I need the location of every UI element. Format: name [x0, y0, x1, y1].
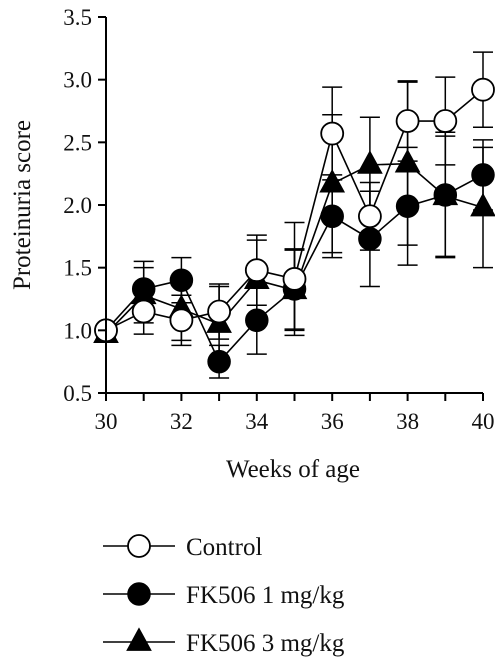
data-point: [433, 109, 458, 133]
legend: Control FK506 1 mg/kg FK506 3 mg/kg: [103, 534, 345, 657]
data-point: [245, 308, 269, 333]
data-point: [282, 267, 307, 291]
legend-item: Control: [103, 534, 262, 561]
x-tick-label: 40: [472, 409, 495, 434]
data-point: [207, 349, 231, 374]
data-point: [244, 258, 269, 283]
data-point: [320, 121, 345, 146]
y-tick-label: 0.5: [63, 381, 92, 406]
data-point: [169, 268, 194, 292]
data-point: [395, 109, 420, 133]
data-point: [169, 308, 194, 333]
data-point: [320, 204, 344, 229]
x-tick-label: 34: [245, 409, 269, 434]
data-point: [395, 194, 420, 219]
plot-area: [93, 51, 495, 379]
data-point: [471, 77, 495, 102]
x-tick-label: 32: [170, 409, 193, 434]
x-tick-label: 36: [321, 409, 344, 434]
data-point: [357, 150, 383, 174]
x-tick-label: 38: [396, 409, 419, 434]
x-tick-label: 30: [95, 409, 118, 434]
y-tick-label: 2.0: [63, 193, 92, 218]
legend-item: FK506 1 mg/kg: [103, 582, 345, 609]
legend-marker: [127, 534, 151, 558]
y-axis-title: Proteinuria score: [9, 120, 36, 290]
legend-marker: [126, 627, 152, 651]
y-tick-label: 3.5: [63, 5, 92, 30]
y-tick-label: 1.0: [63, 318, 92, 343]
y-tick-label: 3.0: [63, 68, 92, 93]
x-axis-title: Weeks of age: [226, 456, 360, 483]
series-open-circle: [94, 51, 495, 347]
y-tick-label: 2.5: [63, 130, 92, 155]
data-point: [207, 299, 232, 324]
y-tick-label: 1.5: [63, 256, 92, 281]
axis-ticks: 0.5 1.0 1.5 2.0 2.5 3.0 3.5 30 32 34 36 38 40: [63, 5, 494, 434]
data-point: [433, 183, 458, 207]
data-point: [357, 204, 382, 229]
data-point: [471, 163, 495, 187]
legend-item: FK506 3 mg/kg: [103, 627, 345, 657]
data-point: [131, 299, 156, 324]
legend-label: Control: [186, 534, 262, 561]
legend-label: FK506 1 mg/kg: [186, 582, 345, 609]
legend-label: FK506 3 mg/kg: [186, 630, 345, 657]
series-filled-circle: [94, 131, 495, 379]
legend-marker: [127, 582, 151, 606]
axes: [105, 17, 483, 394]
